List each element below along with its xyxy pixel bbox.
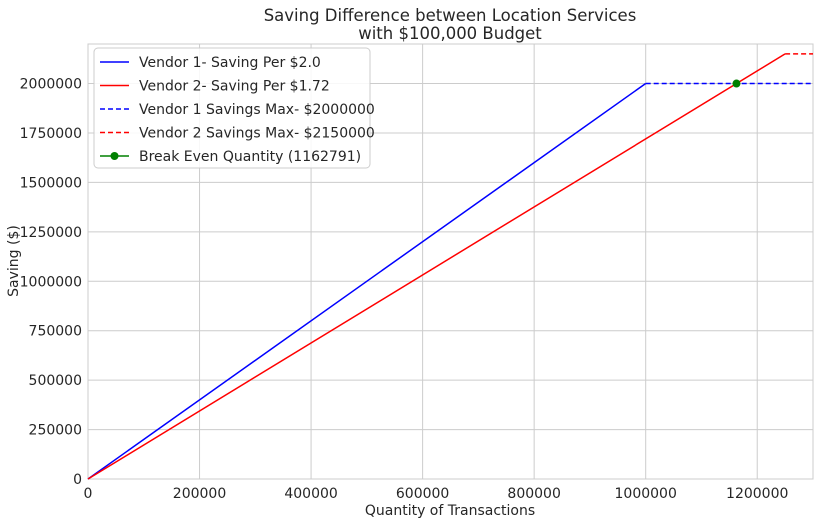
legend-label-1: Vendor 1- Saving Per $2.0	[139, 55, 321, 71]
y-tick-label: 500000	[29, 373, 82, 389]
y-tick-label: 1250000	[20, 225, 82, 241]
legend-label-2: Vendor 2- Saving Per $1.72	[139, 79, 330, 95]
legend: Vendor 1- Saving Per $2.0 Vendor 2- Savin…	[93, 47, 375, 169]
legend-marker-5	[110, 152, 119, 160]
y-tick-label: 1500000	[20, 175, 82, 191]
y-tick-label: 750000	[29, 324, 82, 340]
break-even-point	[732, 79, 741, 88]
x-axis-ticks: 0 200000 400000 600000 800000 1000000 1200000	[84, 486, 789, 502]
series-line-2	[87, 53, 786, 480]
x-axis-label: Quantity of Transactions	[365, 503, 535, 519]
legend-label-4: Vendor 2 Savings Max- $2150000	[139, 126, 375, 142]
x-tick-label: 600000	[396, 486, 449, 502]
legend-box	[93, 47, 371, 169]
x-tick-label: 200000	[173, 486, 226, 502]
x-tick-label: 1000000	[615, 486, 677, 502]
series-line-1	[87, 82, 647, 480]
series-group	[87, 53, 813, 480]
legend-label-5: Break Even Quantity (1162791)	[139, 149, 361, 165]
legend-label-3: Vendor 1 Savings Max- $2000000	[139, 102, 375, 118]
y-tick-label: 1750000	[20, 126, 82, 142]
chart-title-line-1: Saving Difference between Location Servi…	[264, 6, 637, 25]
chart-title-line-2: with $100,000 Budget	[358, 24, 542, 43]
x-tick-label: 400000	[284, 486, 337, 502]
x-tick-label: 0	[84, 486, 93, 502]
y-axis-label: Saving ($)	[6, 225, 22, 297]
y-tick-label: 0	[73, 472, 82, 488]
y-tick-label: 250000	[29, 423, 82, 439]
plot-frame	[87, 43, 814, 480]
y-tick-label: 1000000	[20, 274, 82, 290]
y-axis-ticks: 0 250000 500000 750000 1000000 1250000 1500000…	[20, 77, 82, 488]
x-tick-label: 1200000	[726, 486, 788, 502]
y-tick-label: 2000000	[20, 77, 82, 93]
x-tick-label: 800000	[507, 486, 560, 502]
grid	[87, 44, 813, 480]
